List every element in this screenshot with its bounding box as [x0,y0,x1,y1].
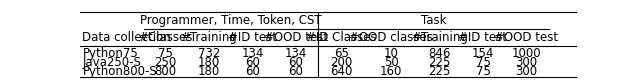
Text: 225: 225 [428,56,451,69]
Text: 134: 134 [241,47,264,60]
Text: 300: 300 [515,65,538,78]
Text: #Training: #Training [411,31,468,44]
Text: Task: Task [420,14,446,27]
Text: 60: 60 [289,56,303,69]
Text: 1000: 1000 [511,47,541,60]
Text: 60: 60 [245,56,260,69]
Text: 65: 65 [334,47,349,60]
Text: #ID Classes: #ID Classes [307,31,377,44]
Text: 250: 250 [154,56,177,69]
Text: 800: 800 [154,65,177,78]
Text: 154: 154 [472,47,494,60]
Text: Programmer, Time, Token, CST: Programmer, Time, Token, CST [140,14,322,27]
Text: 10: 10 [384,47,399,60]
Text: Python800-S: Python800-S [83,65,157,78]
Text: #Training: #Training [180,31,237,44]
Text: 225: 225 [428,65,451,78]
Text: 300: 300 [515,56,538,69]
Text: #ID test: #ID test [228,31,277,44]
Text: 134: 134 [285,47,307,60]
Text: 60: 60 [289,65,303,78]
Text: #ID test: #ID test [458,31,508,44]
Text: 180: 180 [198,56,220,69]
Text: 75: 75 [476,65,490,78]
Text: Python75: Python75 [83,47,138,60]
Text: 60: 60 [245,65,260,78]
Text: 732: 732 [198,47,220,60]
Text: 180: 180 [198,65,220,78]
Text: #OOD classes: #OOD classes [349,31,433,44]
Text: 75: 75 [158,47,173,60]
Text: 640: 640 [330,65,353,78]
Text: #Classes: #Classes [138,31,193,44]
Text: #OOD test: #OOD test [264,31,328,44]
Text: 200: 200 [330,56,353,69]
Text: Data collection: Data collection [83,31,172,44]
Text: #OOD test: #OOD test [494,31,559,44]
Text: 846: 846 [428,47,451,60]
Text: 75: 75 [476,56,490,69]
Text: Java250-S: Java250-S [83,56,141,69]
Text: 50: 50 [384,56,399,69]
Text: 160: 160 [380,65,403,78]
